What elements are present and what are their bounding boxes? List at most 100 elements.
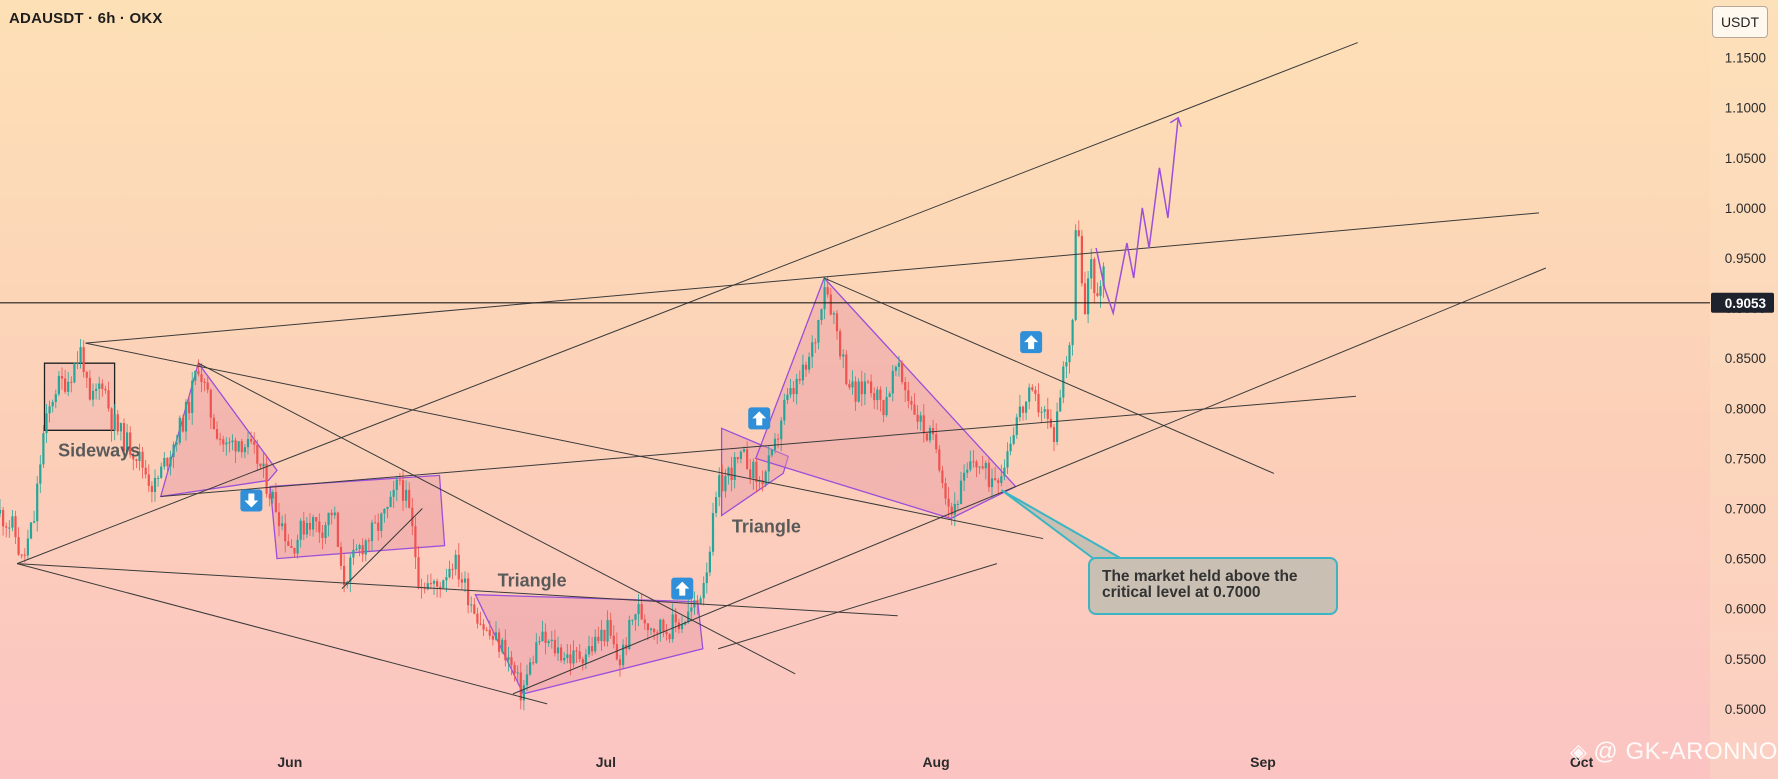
candle-body xyxy=(860,381,863,395)
candle-body xyxy=(668,634,671,640)
candle-body xyxy=(752,461,755,479)
candle-body xyxy=(349,557,352,582)
candle-body xyxy=(76,362,79,364)
candle-body xyxy=(209,389,212,418)
candle-body xyxy=(749,469,752,479)
candle-body xyxy=(705,572,708,583)
x-tick-label: Aug xyxy=(922,754,949,770)
candle-body xyxy=(1012,434,1015,444)
candle-body xyxy=(932,427,935,435)
candle-body xyxy=(519,672,522,701)
currency-unit-badge[interactable]: USDT xyxy=(1712,6,1768,38)
candle-body xyxy=(761,480,764,485)
arrow-up-icon xyxy=(752,411,767,426)
y-tick-label: 1.1000 xyxy=(1725,101,1766,116)
triangle-july-label: Triangle xyxy=(498,571,567,591)
candle-body xyxy=(513,664,516,674)
candle-body xyxy=(854,381,857,402)
candle-body xyxy=(659,619,662,633)
candle-body xyxy=(674,614,677,623)
candle-body xyxy=(798,378,801,381)
candle-body xyxy=(777,438,780,440)
sideways-box-label: Sideways xyxy=(58,440,140,460)
candle-body xyxy=(944,483,947,499)
candle-body xyxy=(640,604,643,620)
candle-body xyxy=(150,485,153,492)
candle-body xyxy=(1000,476,1003,483)
candle-body xyxy=(129,432,132,455)
candle-body xyxy=(327,512,330,526)
candle-body xyxy=(1065,362,1068,367)
candle-body xyxy=(507,657,510,661)
candle-body xyxy=(820,309,823,321)
candle-body xyxy=(1003,467,1006,477)
candle-body xyxy=(1034,389,1037,394)
candle-body xyxy=(119,423,122,432)
candle-body xyxy=(1037,393,1040,413)
candle-body xyxy=(990,478,994,488)
candle-body xyxy=(767,455,770,472)
lower-rising-line xyxy=(512,267,1547,695)
candle-body xyxy=(321,532,324,539)
candle-body xyxy=(662,619,665,632)
candle-body xyxy=(432,581,436,584)
candle-body xyxy=(324,525,327,539)
candle-body xyxy=(618,659,622,666)
candle-body xyxy=(79,347,82,363)
candle-body xyxy=(401,480,405,501)
candle-body xyxy=(1049,418,1052,428)
candle-body xyxy=(1031,387,1034,390)
candle-body xyxy=(612,635,615,645)
candle-body xyxy=(885,396,888,416)
candle-body xyxy=(786,394,789,401)
candle-body xyxy=(780,420,783,440)
triangle-2-label: Triangle xyxy=(732,517,801,537)
candle-body xyxy=(42,433,45,465)
mid-lower-rising-line xyxy=(718,563,998,650)
candle-body xyxy=(163,457,166,467)
candle-body xyxy=(950,506,953,515)
candle-body xyxy=(845,354,848,385)
candle-body xyxy=(194,370,197,381)
candle-body xyxy=(287,541,290,546)
candle-body xyxy=(293,547,296,554)
candle-body xyxy=(157,477,160,479)
y-tick-label: 0.7000 xyxy=(1725,502,1766,517)
arrow-up-icon xyxy=(675,581,690,596)
candle-body xyxy=(398,479,401,481)
candle-body xyxy=(870,381,873,394)
candle-body xyxy=(57,375,60,395)
candle-body xyxy=(901,362,904,383)
candle-body xyxy=(541,631,544,642)
candle-body xyxy=(560,647,563,661)
candle-body xyxy=(203,381,206,383)
candle-body xyxy=(144,467,147,475)
candle-body xyxy=(73,363,76,383)
candle-body xyxy=(318,521,321,533)
candle-body xyxy=(591,646,594,652)
candle-body xyxy=(894,366,897,371)
candle-body xyxy=(262,463,265,467)
candle-body xyxy=(1090,259,1093,279)
candle-body xyxy=(770,449,773,456)
candle-body xyxy=(544,631,547,644)
candle-body xyxy=(637,604,640,615)
candle-body xyxy=(801,364,804,381)
candle-body xyxy=(243,447,246,453)
candle-body xyxy=(312,517,315,530)
candle-body xyxy=(361,545,364,555)
candle-body xyxy=(302,520,305,535)
candle-body xyxy=(696,600,699,604)
candle-body xyxy=(460,579,463,583)
flag-box xyxy=(269,474,446,560)
candle-body xyxy=(215,429,219,439)
projection-path xyxy=(1095,117,1179,317)
candle-body xyxy=(405,489,408,501)
candle-body xyxy=(634,614,637,620)
current-price-tag xyxy=(1711,292,1774,313)
candle-body xyxy=(873,393,876,401)
tradingview-diamond-icon: ◈ xyxy=(1570,739,1588,764)
candle-body xyxy=(265,463,268,494)
candle-body xyxy=(138,451,141,461)
